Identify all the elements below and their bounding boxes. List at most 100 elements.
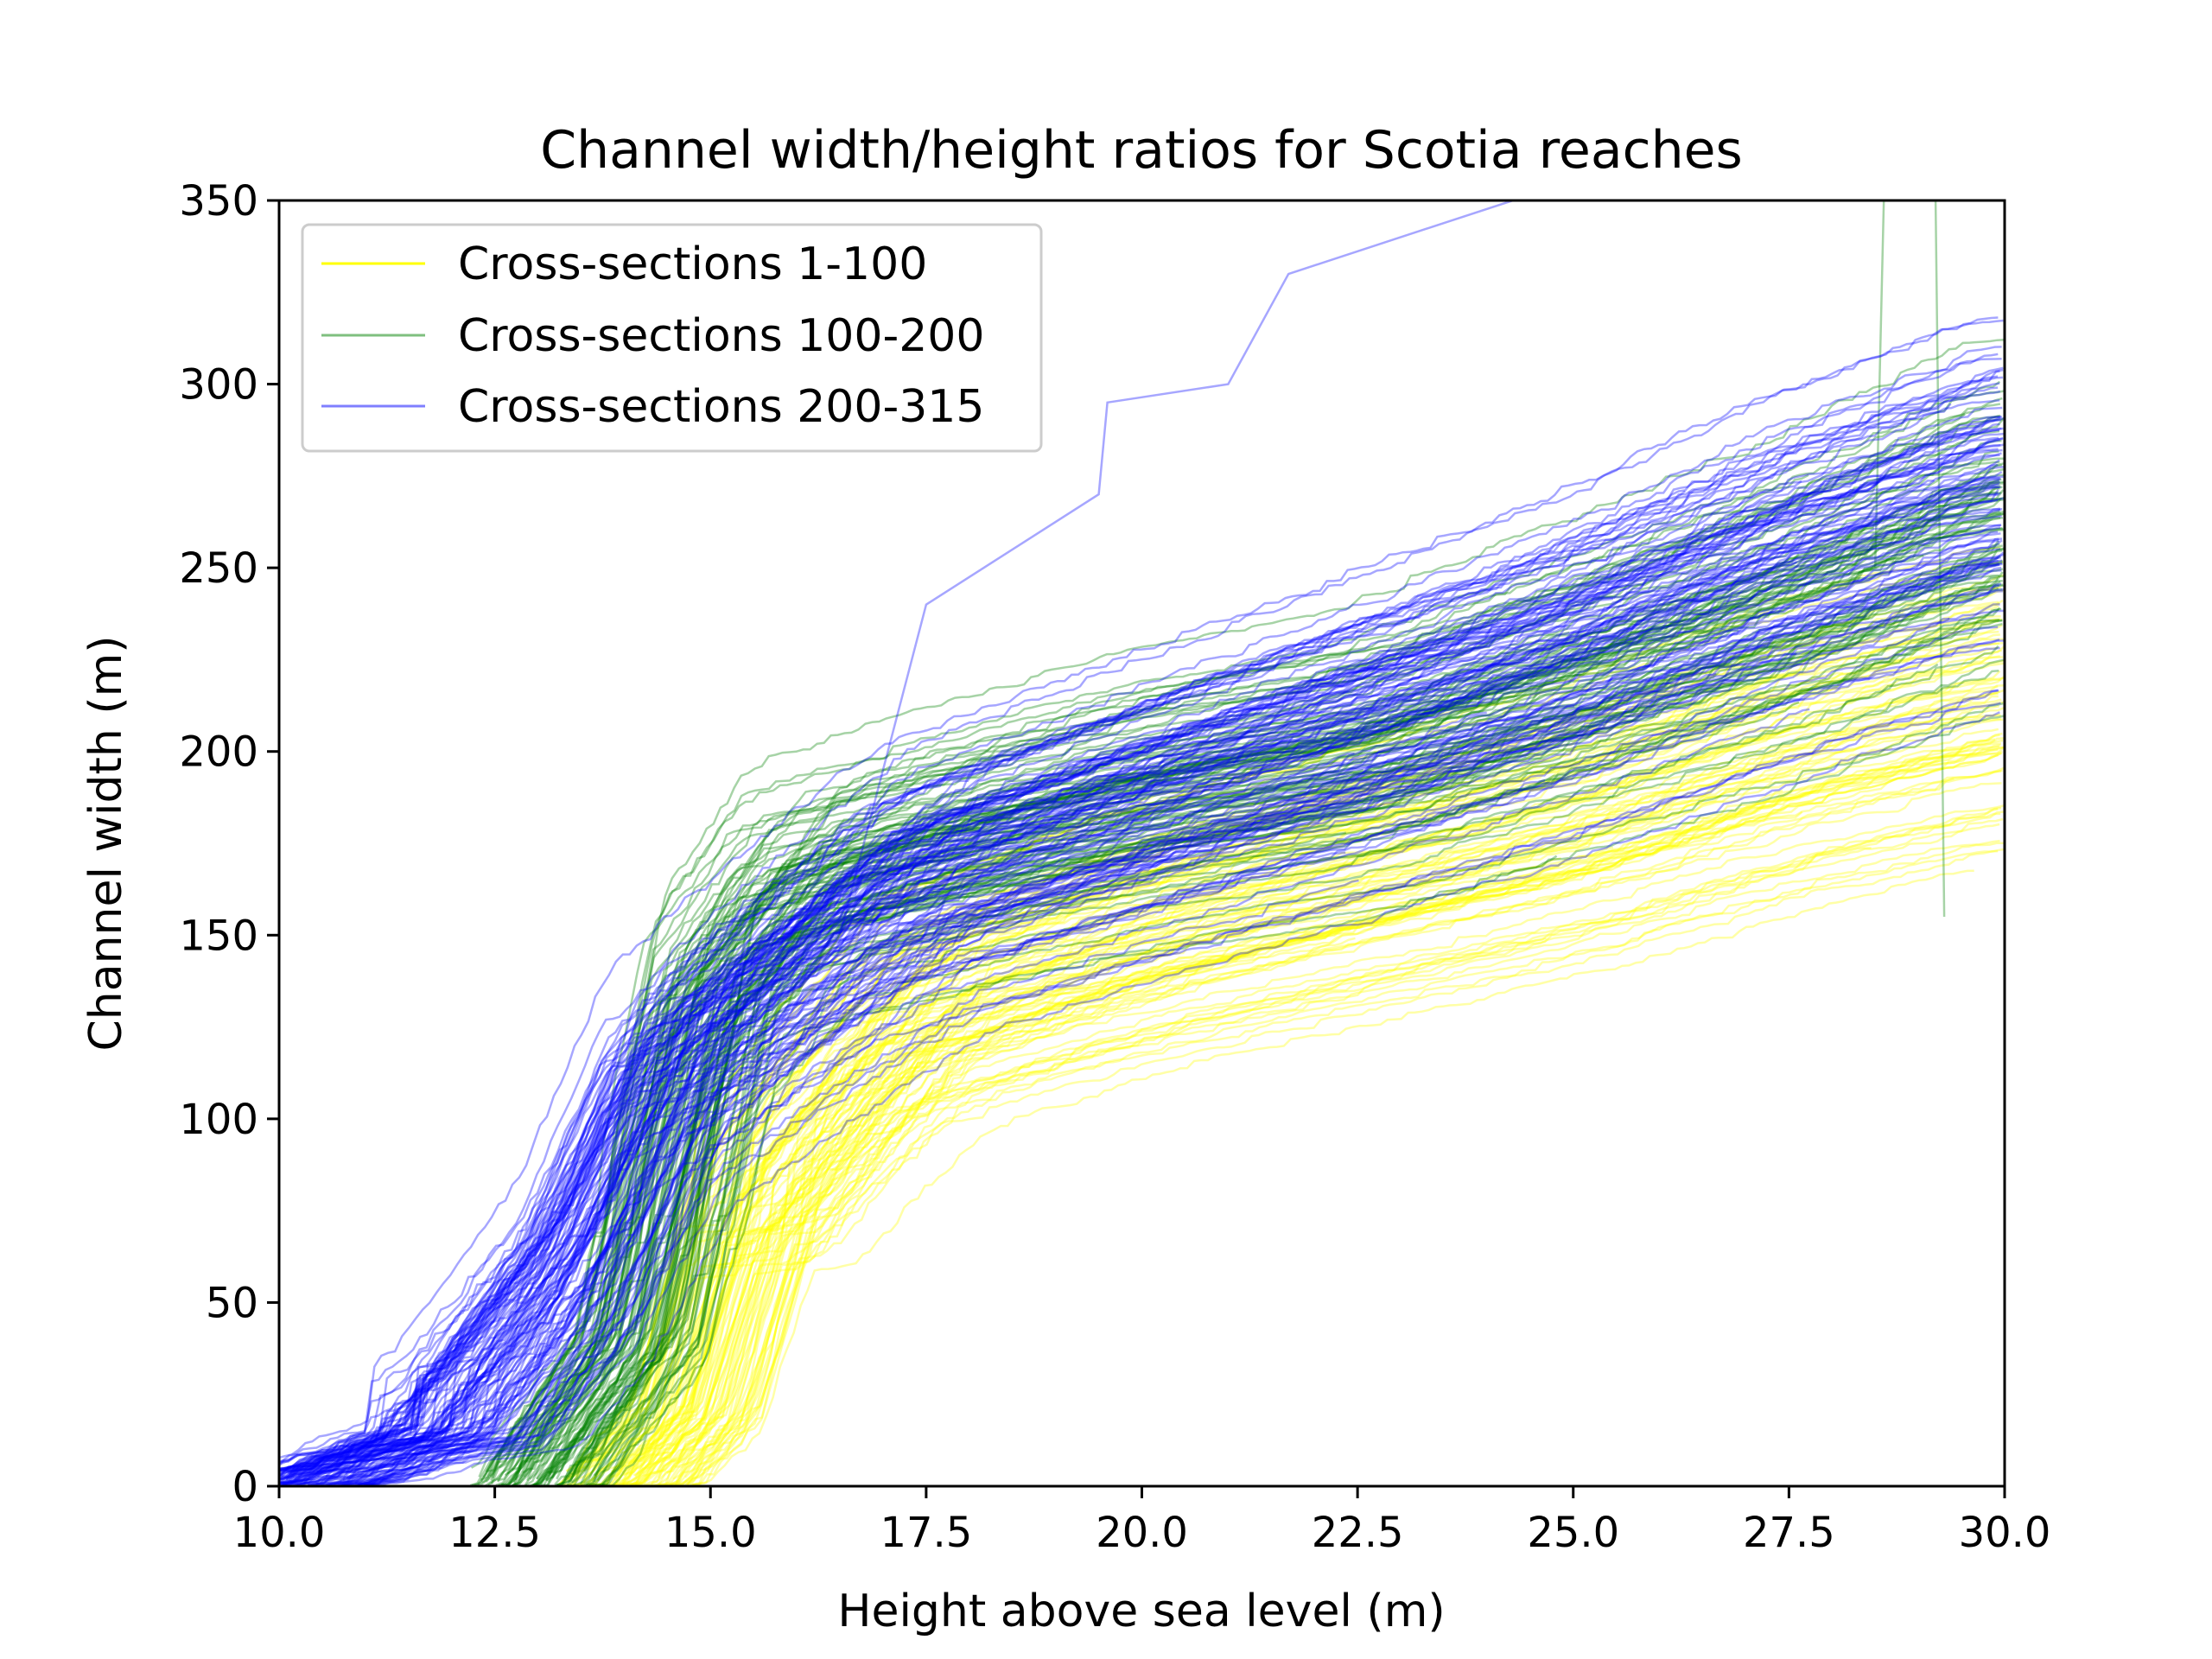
series-1-line (619, 670, 2001, 1486)
series-3-line (340, 531, 1999, 1486)
series-2-line (522, 563, 2000, 1474)
series-1-line (665, 605, 1999, 1474)
series-3-line (319, 588, 2005, 1486)
plot-area (277, 199, 2006, 1488)
x-tick-label: 12.5 (448, 1509, 541, 1557)
series-3-line (279, 515, 2002, 1480)
series-1-line (621, 656, 2004, 1485)
series-1-line (684, 574, 2005, 1478)
series-3-line (289, 524, 2002, 1474)
series-1-line (675, 812, 2001, 1486)
series-3-line (282, 346, 2002, 1484)
series-2-line (571, 629, 1739, 1484)
series-3-line (279, 493, 2001, 1471)
series-2-line (536, 403, 2001, 1480)
series-1-line (622, 739, 2004, 1486)
legend-label-series-1: Cross-sections 1-100 (458, 238, 927, 290)
series-2-line (485, 390, 2005, 1473)
series-1-line (620, 742, 2002, 1486)
series-3-line (294, 672, 1717, 1481)
series-2-line (477, 527, 2004, 1485)
series-1-line (613, 615, 2001, 1486)
series-1-line (691, 662, 2004, 1486)
series-3-line (279, 508, 2001, 1484)
series-3-line (361, 689, 1999, 1486)
y-tick-label: 350 (179, 177, 258, 226)
series-2-line (485, 512, 2005, 1483)
series-3-line (325, 436, 2004, 1478)
series-1-line (557, 678, 2001, 1486)
series-2-line (511, 544, 2004, 1471)
series-1-line (574, 747, 1893, 1486)
axis-ticks: 10.0 12.5 15.0 17.5 20.0 22.5 25.0 27.5 30.0 0 50 1… (179, 177, 2050, 1557)
series-2-line (490, 580, 2003, 1481)
series-3-line (296, 452, 2002, 1468)
series-3-line (357, 507, 2000, 1473)
series-2-line (547, 700, 1783, 1473)
series-3-line (307, 559, 1999, 1468)
series-2-line (599, 694, 1471, 1486)
series-1-line (585, 546, 2001, 1471)
series-1-line (675, 782, 2002, 1483)
series-2-line (513, 587, 1999, 1484)
series-2-line (593, 571, 2004, 1484)
series-3-line (342, 597, 1614, 1482)
series-1-line (672, 753, 1999, 1480)
series-3-line (279, 851, 1346, 1484)
series-2-line (511, 561, 2004, 1486)
series-1-line (602, 746, 2005, 1486)
series-3-line (285, 316, 1999, 1481)
series-3-line (279, 797, 1342, 1471)
series-1-line (685, 748, 1999, 1486)
series-1-line (630, 848, 2005, 1486)
series-3-line (363, 459, 2000, 1486)
series-3-line (279, 427, 2004, 1484)
series-3-line (279, 526, 2001, 1481)
series-1-line (572, 810, 1803, 1486)
series-3-line (279, 590, 2003, 1478)
series-2-line (497, 417, 2003, 1483)
series-3-line (279, 376, 2003, 1470)
series-3-line (280, 403, 1952, 1471)
y-tick-label: 150 (179, 912, 258, 960)
series-1-line (566, 769, 2003, 1480)
series-2-line (585, 580, 2001, 1486)
series-2-line (499, 529, 2005, 1469)
series-3-line (279, 358, 2002, 1484)
series-2-line (546, 462, 2004, 1486)
series-1-line (662, 738, 1996, 1486)
series-1-line (565, 698, 2002, 1486)
series-3-line (363, 382, 2000, 1486)
y-tick-label: 100 (179, 1096, 258, 1144)
series-2-line (506, 526, 1874, 1475)
series-1-line (621, 599, 2004, 1474)
series-3-line (359, 537, 2003, 1486)
series-3-line (289, 563, 2003, 1484)
series-3-line (297, 366, 2004, 1478)
series-3-line (357, 603, 2000, 1486)
series-3-line (359, 705, 1575, 1486)
series-3-line (296, 561, 2003, 1486)
series-1-line (632, 744, 2001, 1486)
series-2-line (543, 555, 2001, 1486)
y-tick-label: 250 (179, 544, 258, 593)
series-3-line (279, 539, 1999, 1484)
series-1-line (599, 768, 1435, 1486)
series-3-line (340, 475, 2004, 1483)
series-3-line (279, 483, 2000, 1471)
series-3-line (327, 723, 1605, 1486)
series-3-line (279, 427, 2002, 1485)
series-1-line (586, 937, 1547, 1486)
series-2-line (569, 768, 1364, 1475)
series-1-line (577, 642, 1999, 1473)
series-2-line (579, 397, 2003, 1485)
series-2-line (550, 607, 2002, 1479)
series-3-line (370, 423, 2000, 1478)
series-2-line (505, 499, 2005, 1486)
legend-box (301, 223, 1043, 453)
series-3-line (279, 454, 2000, 1486)
series-2-line (561, 512, 2005, 1484)
series-2-line (601, 702, 2004, 1486)
series-2-line (596, 670, 1999, 1482)
series-2-line (573, 511, 1783, 1486)
